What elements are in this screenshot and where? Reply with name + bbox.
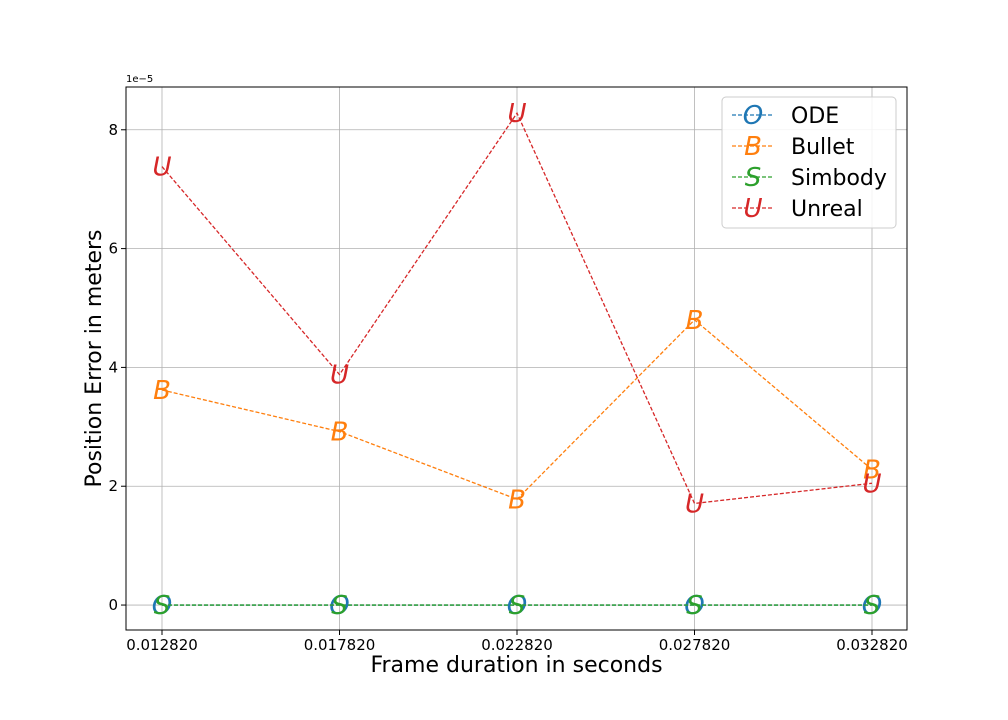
- x-tick-label: 0.017820: [304, 636, 376, 654]
- series-unreal: U U U U U: [152, 99, 881, 519]
- data-point: S: [864, 591, 881, 621]
- y-axis-label: Position Error in meters: [82, 230, 107, 488]
- legend-label: Simbody: [791, 166, 887, 191]
- data-point: O: [329, 591, 349, 621]
- y-tick-label: 0: [108, 596, 118, 614]
- data-point: B: [863, 456, 881, 486]
- legend-box: [721, 96, 897, 229]
- series-line: [161, 111, 873, 505]
- x-tick-label: 0.012820: [126, 636, 198, 654]
- data-point: S: [509, 591, 526, 621]
- data-point: O: [507, 591, 527, 621]
- legend-marker: S: [745, 163, 762, 193]
- data-point: U: [862, 469, 881, 499]
- data-point: O: [684, 591, 704, 621]
- ticks: 0.012820 0.017820 0.022820 0.027820 0.032820…: [108, 121, 907, 654]
- data-point: S: [686, 591, 703, 621]
- x-tick-label: 0.027820: [659, 636, 731, 654]
- data-point: S: [331, 591, 348, 621]
- data-point: U: [330, 361, 349, 391]
- data-point: B: [331, 418, 349, 448]
- legend-marker: U: [743, 194, 762, 224]
- legend-marker: O: [743, 101, 763, 131]
- data-point: S: [154, 591, 171, 621]
- x-axis-label: Frame duration in seconds: [370, 653, 662, 678]
- data-point: U: [507, 99, 526, 129]
- x-tick-label: 0.022820: [481, 636, 553, 654]
- x-tick-label: 0.032820: [836, 636, 908, 654]
- series-line: [161, 319, 873, 501]
- y-tick-label: 6: [108, 240, 118, 258]
- y-offset-label: 1e−5: [126, 74, 153, 85]
- data-point: U: [685, 489, 704, 519]
- data-point: O: [862, 591, 882, 621]
- data-point: B: [508, 485, 526, 515]
- data-point: O: [152, 591, 172, 621]
- y-tick-label: 8: [108, 121, 118, 139]
- legend-marker: B: [744, 132, 762, 162]
- legend-item-unreal: U Unreal: [732, 194, 863, 224]
- legend: O ODE B Bullet S Simbody U Unreal: [721, 96, 897, 229]
- data-point: B: [153, 376, 171, 406]
- legend-item-bullet: B Bullet: [732, 132, 855, 162]
- legend-label: Bullet: [791, 135, 855, 160]
- legend-label: ODE: [791, 104, 839, 129]
- legend-item-ode: O ODE: [732, 101, 839, 131]
- legend-item-simbody: S Simbody: [732, 163, 887, 193]
- y-tick-label: 4: [108, 358, 118, 376]
- data-point: B: [686, 306, 704, 336]
- data-point: U: [152, 153, 171, 183]
- series-bullet: B B B B B: [153, 306, 881, 515]
- legend-label: Unreal: [791, 197, 863, 222]
- y-tick-label: 2: [108, 477, 118, 495]
